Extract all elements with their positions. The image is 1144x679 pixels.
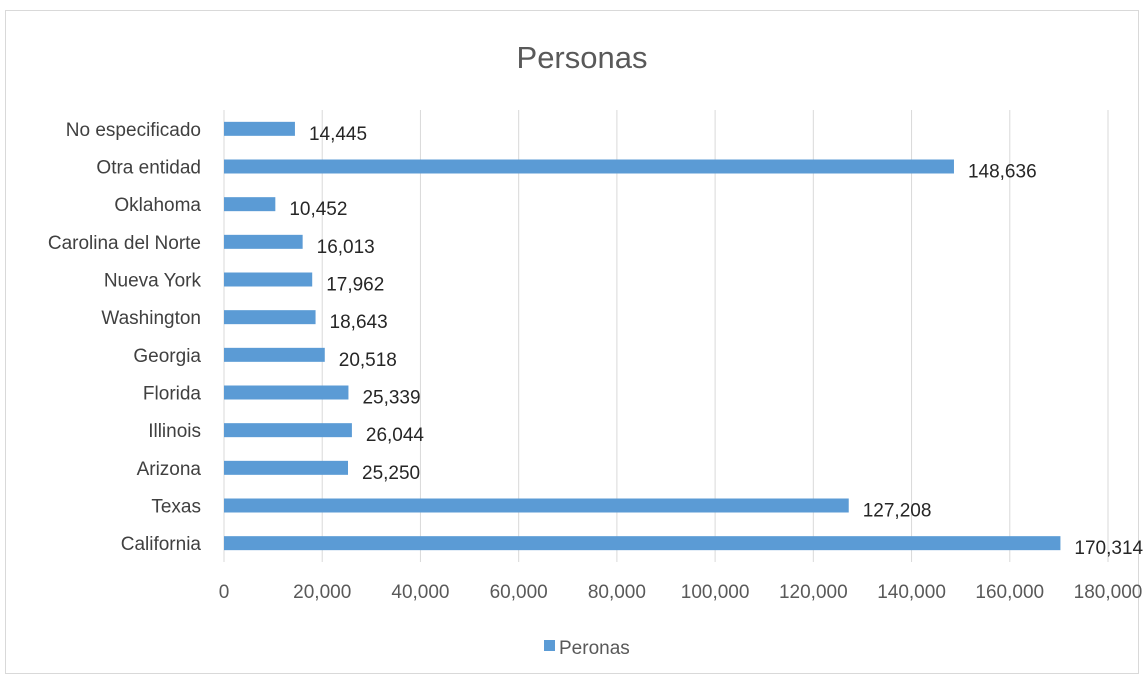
category-label: Texas bbox=[151, 497, 201, 518]
data-label: 148,636 bbox=[968, 162, 1037, 183]
bar bbox=[224, 234, 303, 249]
category-label: Illinois bbox=[148, 421, 201, 442]
data-label: 10,452 bbox=[289, 199, 347, 220]
x-tick-label: 0 bbox=[219, 582, 230, 603]
category-label: Georgia bbox=[133, 346, 201, 367]
data-label: 16,013 bbox=[317, 237, 375, 258]
bar bbox=[224, 310, 316, 325]
category-label: California bbox=[121, 534, 202, 555]
category-label: Nueva York bbox=[104, 271, 202, 292]
x-tick-label: 80,000 bbox=[588, 582, 646, 603]
bar bbox=[224, 347, 325, 362]
category-label: Washington bbox=[101, 308, 201, 329]
data-label: 20,518 bbox=[339, 350, 397, 371]
x-tick-label: 140,000 bbox=[877, 582, 946, 603]
bar bbox=[224, 385, 349, 400]
category-label: Arizona bbox=[137, 459, 202, 480]
x-tick-labels: 0 20,000 40,000 60,000 80,000 100,000 120,000 1… bbox=[219, 582, 1143, 603]
x-tick-label: 100,000 bbox=[681, 582, 750, 603]
category-label: Florida bbox=[143, 384, 202, 405]
x-tick-label: 160,000 bbox=[975, 582, 1044, 603]
data-label: 25,339 bbox=[362, 388, 420, 409]
bar bbox=[224, 536, 1061, 551]
bars bbox=[224, 121, 1061, 551]
x-tick-label: 20,000 bbox=[293, 582, 351, 603]
legend-label: Peronas bbox=[559, 638, 630, 659]
legend: Peronas bbox=[544, 638, 630, 659]
gridlines bbox=[223, 110, 1109, 562]
category-label: Otra entidad bbox=[96, 158, 201, 179]
data-label: 26,044 bbox=[366, 425, 425, 446]
category-label: No especificado bbox=[66, 120, 201, 141]
data-label: 127,208 bbox=[863, 501, 932, 522]
bar bbox=[224, 159, 954, 174]
bar bbox=[224, 423, 352, 438]
chart-frame bbox=[5, 10, 1139, 674]
bar bbox=[224, 498, 849, 513]
bar bbox=[224, 272, 313, 287]
data-label: 18,643 bbox=[330, 312, 388, 333]
x-tick-label: 120,000 bbox=[779, 582, 848, 603]
bar bbox=[224, 197, 276, 212]
bar bbox=[224, 121, 295, 136]
category-label: Carolina del Norte bbox=[48, 233, 201, 254]
x-tick-label: 180,000 bbox=[1074, 582, 1143, 603]
legend-swatch bbox=[544, 640, 555, 651]
category-labels: No especificado Otra entidad Oklahoma Carol… bbox=[48, 120, 202, 555]
data-label: 17,962 bbox=[326, 275, 384, 296]
bar bbox=[224, 460, 349, 475]
data-label: 14,445 bbox=[309, 124, 367, 145]
chart-title: Personas bbox=[517, 40, 648, 75]
x-tick-label: 60,000 bbox=[490, 582, 548, 603]
data-label: 170,314 bbox=[1074, 538, 1143, 559]
data-labels: 14,445 148,636 10,452 16,013 17,962 18,643 20,… bbox=[289, 124, 1143, 559]
data-label: 25,250 bbox=[362, 463, 420, 484]
x-tick-label: 40,000 bbox=[391, 582, 449, 603]
category-label: Oklahoma bbox=[114, 195, 201, 216]
